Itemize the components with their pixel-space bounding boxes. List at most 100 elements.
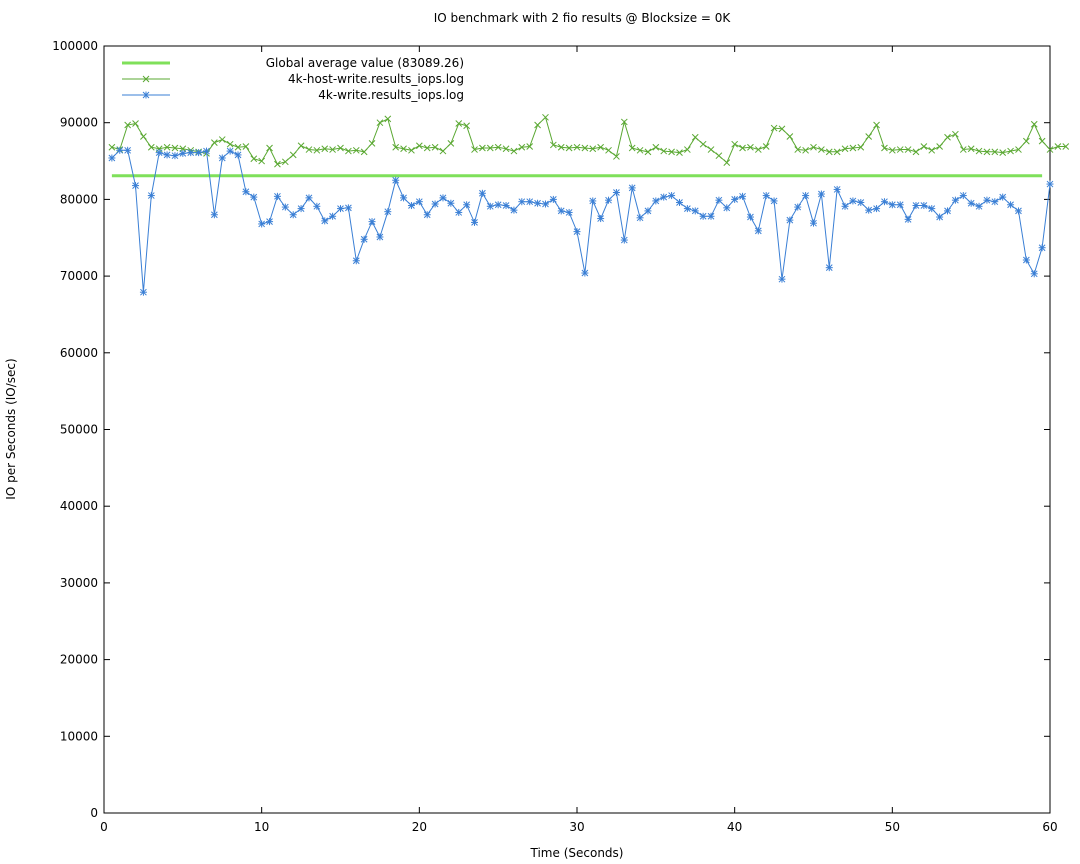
series-1-point xyxy=(802,146,809,154)
series-1-point xyxy=(597,143,605,151)
series-2-point xyxy=(218,154,226,162)
series-2-point xyxy=(920,202,928,210)
series-2-point xyxy=(1046,180,1054,188)
series-1-point xyxy=(565,144,573,152)
series-1-point xyxy=(912,148,920,156)
series-2-point xyxy=(888,201,896,209)
series-1-point xyxy=(471,146,478,153)
series-1-point xyxy=(242,143,250,150)
series-2-point xyxy=(904,215,912,223)
series-1-point xyxy=(479,144,486,152)
series-2-point xyxy=(873,205,881,213)
series-1-point xyxy=(463,122,470,130)
series-1-point xyxy=(999,149,1007,156)
series-1-point xyxy=(699,140,707,148)
series-1-point xyxy=(739,144,746,152)
series-2-point xyxy=(581,269,589,277)
series-1-point xyxy=(1007,147,1014,155)
series-1-point xyxy=(975,147,983,155)
series-2-point xyxy=(723,204,731,212)
series-1-point xyxy=(486,144,494,152)
series-1-point xyxy=(526,143,534,150)
series-2-point xyxy=(549,195,557,203)
series-1-point xyxy=(234,143,242,151)
series-2-point xyxy=(944,207,952,215)
series-1-point xyxy=(408,146,415,154)
series-1-point xyxy=(281,158,289,166)
series-2-point xyxy=(794,203,802,211)
series-1-point xyxy=(337,144,344,152)
series-2-point xyxy=(234,151,242,159)
series-2-point xyxy=(447,199,455,207)
series-2-point xyxy=(620,236,628,244)
series-1-point xyxy=(1015,146,1022,153)
series-1-point xyxy=(415,142,423,150)
series-2-point xyxy=(1038,244,1046,252)
legend-label: 4k-host-write.results_iops.log xyxy=(288,72,464,86)
series-1-point xyxy=(549,141,557,149)
series-2-point xyxy=(573,228,581,236)
series-1-point xyxy=(825,148,833,156)
series-2-point xyxy=(739,192,747,200)
series-1-point xyxy=(652,143,660,151)
series-1-point xyxy=(384,115,392,123)
series-2-point xyxy=(179,149,187,157)
series-1-point xyxy=(841,145,849,153)
series-2-point xyxy=(652,197,660,205)
series-2-point xyxy=(1007,201,1015,209)
series-1-point xyxy=(644,148,652,156)
series-2-point xyxy=(565,208,573,216)
series-2-point xyxy=(297,205,305,213)
series-1-point xyxy=(534,121,541,129)
series-1-point xyxy=(873,121,880,129)
series-2-point xyxy=(983,196,991,204)
y-tick-label: 100000 xyxy=(52,39,98,53)
series-1-point xyxy=(1022,137,1030,145)
series-1-point xyxy=(833,148,841,156)
series-2-point xyxy=(675,198,683,206)
series-2-point xyxy=(376,233,384,241)
series-1-point xyxy=(983,148,991,156)
series-1-point xyxy=(368,140,376,147)
series-1-point xyxy=(613,153,620,160)
series-2-point xyxy=(1022,256,1030,264)
series-1-point xyxy=(967,145,975,153)
series-2-point xyxy=(746,213,754,221)
series-2-point xyxy=(865,206,873,214)
series-2-point xyxy=(762,192,770,200)
series-1-point xyxy=(1030,120,1038,128)
series-1-point xyxy=(668,148,675,156)
series-2-point xyxy=(991,198,999,206)
series-2-point xyxy=(455,208,463,216)
series-1-point xyxy=(723,159,731,166)
series-2-point xyxy=(817,190,825,198)
series-2-point xyxy=(289,211,297,219)
series-2-point xyxy=(683,205,691,213)
series-1-point xyxy=(423,144,431,152)
series-2-point xyxy=(392,176,400,184)
series-1-point xyxy=(857,143,865,151)
series-1-point xyxy=(274,160,281,168)
series-2-point xyxy=(250,193,258,201)
series-1-point xyxy=(1046,146,1054,153)
series-1-point xyxy=(605,146,612,154)
series-1-point xyxy=(542,113,549,121)
series-1-point xyxy=(762,143,770,150)
x-tick-label: 60 xyxy=(1042,820,1057,834)
series-2-point xyxy=(534,199,542,207)
series-2-point xyxy=(463,201,471,209)
series-1-point xyxy=(581,144,589,152)
series-1-point xyxy=(778,125,786,133)
series-2-point xyxy=(384,208,392,216)
series-2-point xyxy=(439,194,447,202)
series-1-point xyxy=(376,119,384,127)
series-1-point xyxy=(329,146,336,153)
series-layer xyxy=(108,113,1070,296)
series-2-point xyxy=(967,199,975,207)
series-2-point xyxy=(786,216,794,224)
legend-label: Global average value (83089.26) xyxy=(266,56,464,70)
series-1-point xyxy=(510,147,518,155)
series-2-point xyxy=(699,212,707,220)
x-axis-title: Time (Seconds) xyxy=(530,846,624,860)
series-2-point xyxy=(494,201,502,209)
